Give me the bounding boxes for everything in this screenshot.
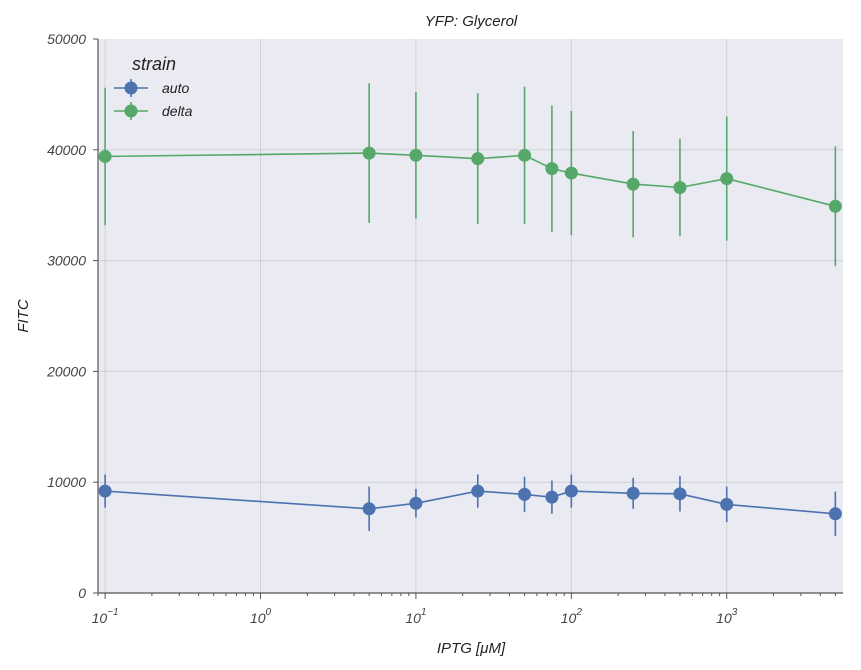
data-point: [564, 166, 578, 180]
data-point: [518, 148, 532, 162]
data-point: [362, 502, 376, 516]
data-point: [471, 484, 485, 498]
x-tick-label: 10−1: [92, 607, 119, 626]
legend-title: strain: [132, 54, 176, 74]
data-point: [564, 484, 578, 498]
x-axis-label: IPTG [μM]: [437, 640, 506, 657]
data-point: [828, 507, 842, 521]
legend-entry-auto: auto: [114, 79, 189, 97]
x-tick-label: 103: [716, 607, 738, 626]
legend: strain auto delta: [114, 54, 193, 120]
y-axis-label: FITC: [15, 299, 32, 332]
y-tick-label: 50000: [47, 31, 86, 47]
data-point: [720, 172, 734, 186]
data-point: [545, 490, 559, 504]
y-tick-label: 0: [78, 585, 86, 601]
data-point: [673, 487, 687, 501]
legend-marker: [124, 81, 138, 95]
data-point: [409, 496, 423, 510]
x-tick-label: 100: [250, 607, 272, 626]
legend-marker: [124, 104, 138, 118]
series-delta: [98, 83, 842, 267]
y-tick-label: 10000: [47, 474, 86, 490]
data-point: [545, 162, 559, 176]
y-tick-label: 30000: [47, 253, 86, 269]
data-point: [626, 177, 640, 191]
data-point: [828, 199, 842, 213]
legend-entry-delta: delta: [114, 102, 193, 120]
ticks: 0 10000 20000 30000 40000 50000 10−1 100 101 102 1…: [46, 31, 836, 626]
y-tick-label: 40000: [47, 142, 86, 158]
data-point: [409, 148, 423, 162]
legend-label: delta: [162, 103, 193, 119]
x-tick-label: 102: [561, 607, 583, 626]
series-layer: [98, 83, 842, 536]
legend-label: auto: [162, 80, 189, 96]
series-auto: [98, 474, 842, 536]
chart-title: YFP: Glycerol: [425, 13, 518, 30]
data-point: [626, 486, 640, 500]
data-point: [471, 152, 485, 166]
data-point: [362, 146, 376, 160]
data-point: [518, 487, 532, 501]
x-tick-label: 101: [405, 607, 426, 626]
data-point: [98, 484, 112, 498]
data-point: [720, 497, 734, 511]
data-point: [98, 149, 112, 163]
y-tick-label: 20000: [46, 363, 86, 379]
data-point: [673, 180, 687, 194]
axes: [97, 39, 843, 594]
plot-area: [98, 39, 843, 593]
